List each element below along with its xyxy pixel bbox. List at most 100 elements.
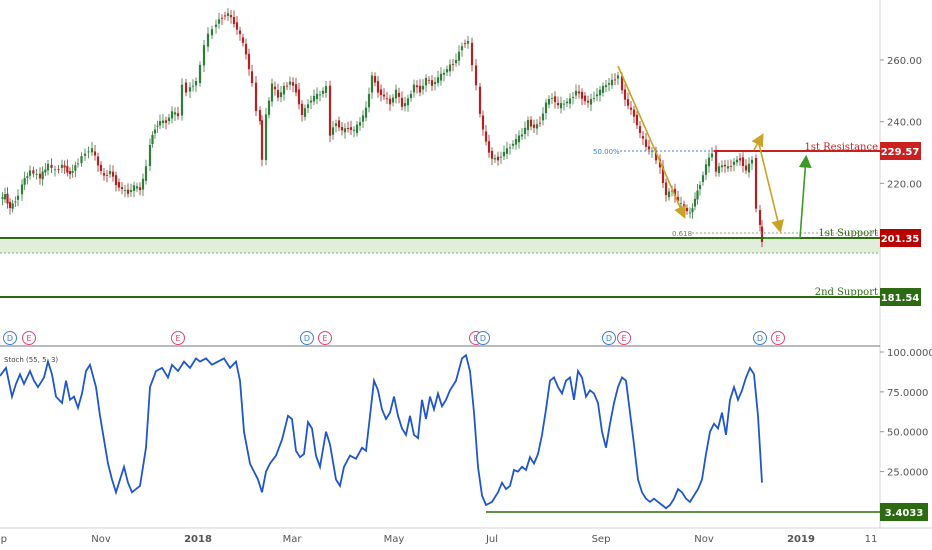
candle-body [334,123,338,126]
svg-text:E: E [26,334,31,343]
candle-body [607,83,611,85]
candle-body [273,86,277,90]
candle-body [385,98,389,100]
candle-body [409,94,413,99]
candle-body [126,189,130,194]
candle-body [559,103,563,109]
candle-body [321,90,325,94]
stochastic-value-badge: 3.4033 [885,508,924,519]
candle-body [448,64,452,72]
candle-body [520,134,524,137]
candle-body [679,203,683,205]
support-1-badge-bg [880,229,921,247]
candle-body [670,190,674,192]
candle-body [220,17,224,19]
candle-body [367,94,371,108]
candle-body [474,65,478,86]
candle-body [111,171,115,177]
candle-body [267,100,271,115]
candle-body [53,169,57,171]
candle-body [529,119,533,127]
candle-body [349,127,353,130]
candle-body [303,108,307,117]
candle-body [723,164,727,167]
candle-body [493,158,497,160]
resistance-badge-bg [880,142,921,160]
candle-body [470,42,474,66]
candle-body [99,164,103,172]
candle-body [595,94,599,97]
candle-body [641,136,645,139]
candle-body [315,93,319,100]
event-marker-e[interactable]: E [171,331,185,345]
time-axis-label: Mar [283,534,303,545]
candle-body [454,60,458,64]
candle-body [44,169,47,173]
candle-body [638,126,642,133]
candle-body [279,92,283,98]
candle-body [306,104,310,108]
candle-body [151,135,154,144]
candle-body [505,148,509,154]
candle-body [704,164,708,175]
support-1-level[interactable]: 1st Support 201.35 [0,228,921,247]
candle-body [191,85,195,87]
candle-body [553,96,557,103]
candle-body [544,102,548,114]
candle-body [744,165,748,171]
time-axis: ep Nov 2018 Mar May Jul Sep Nov 2019 11 [0,534,877,545]
event-marker-d[interactable]: D [300,331,314,345]
svg-text:E: E [322,334,327,343]
candle-body [691,208,694,213]
svg-text:E: E [473,334,478,343]
price-axis: 220.00 240.00 260.00 [880,56,922,190]
candle-body [556,102,560,106]
candle-body [406,98,410,106]
event-marker-d[interactable]: D [602,331,616,345]
support-2-level[interactable]: 2nd Support 181.54 [0,287,921,306]
time-axis-label: May [384,534,405,545]
candle-body [153,129,157,134]
candle-body [738,158,742,161]
candle-body [601,86,605,93]
candle-body [466,40,470,44]
event-marker-d[interactable]: D [476,331,490,345]
event-marker-e[interactable]: E [617,331,631,345]
time-axis-label: 11 [865,534,878,545]
candle-body [291,82,295,86]
event-marker-e[interactable]: E [318,331,332,345]
candle-body [340,126,344,131]
candle-body [693,198,697,207]
resistance-badge: 229.57 [881,147,920,158]
candle-body [418,85,422,93]
candle-body [132,185,136,191]
event-marker-e[interactable]: E [771,331,785,345]
candle-body [83,153,87,156]
candle-body [661,166,665,183]
candle-body [57,169,60,170]
event-marker-d[interactable]: D [753,331,767,345]
candle-body [71,171,74,173]
support-1-label: 1st Support [818,228,878,239]
candle-body [173,112,177,115]
candle-body [511,143,515,146]
candle-body [156,125,159,127]
candle-body [586,100,590,103]
candle-body [499,156,503,158]
stochastic-axis-label: 100.0000 [887,348,932,359]
candle-body [324,86,328,93]
event-marker-d[interactable]: D [3,331,17,345]
candle-body [583,95,587,102]
candle-body [635,114,639,126]
candle-body [445,69,449,73]
price-axis-label: 240.00 [887,118,922,129]
candle-body [526,120,530,130]
stochastic-axis-label: 25.0000 [887,468,928,479]
event-marker-e[interactable]: E [22,331,36,345]
svg-text:D: D [7,334,13,343]
resistance-level[interactable]: 1st Resistance 229.57 [714,142,921,160]
candle-body [108,171,112,175]
candle-body [68,171,72,175]
